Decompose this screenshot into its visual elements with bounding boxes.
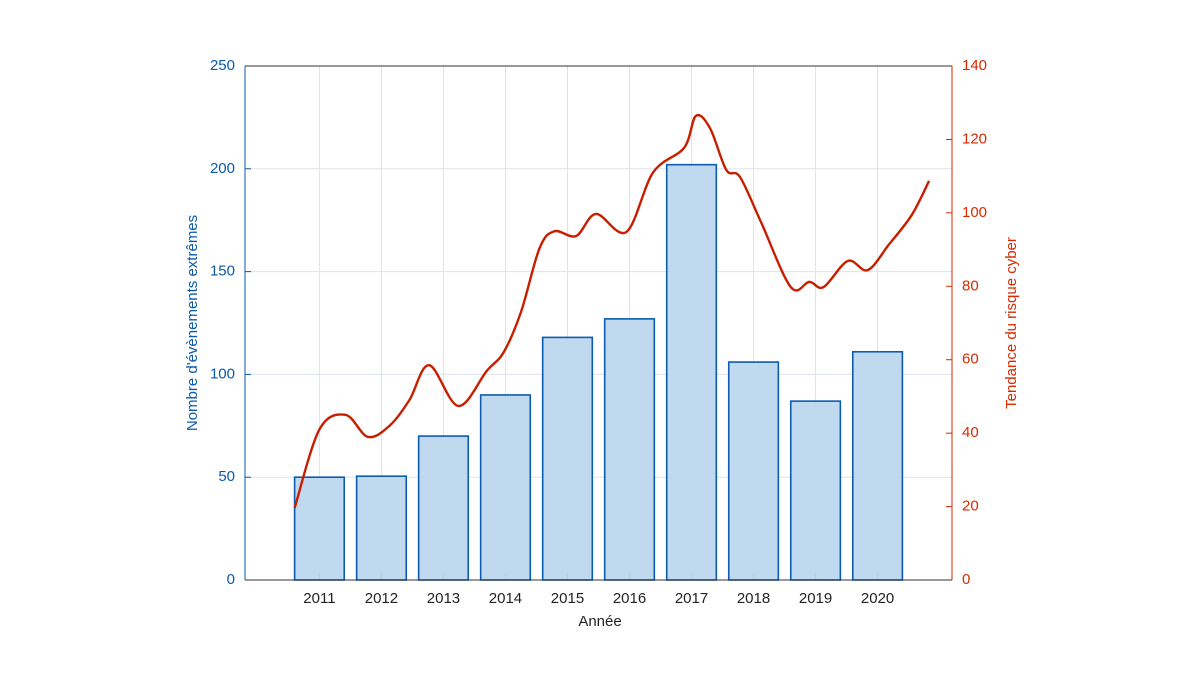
y-tick-label: 150: [210, 263, 235, 280]
y2-tick-label: 140: [962, 57, 987, 74]
y-tick-label: 50: [218, 468, 235, 485]
x-tick-label: 2015: [551, 590, 584, 607]
x-tick-label: 2012: [365, 590, 398, 607]
x-tick-label: 2011: [303, 590, 335, 607]
y2-tick-label: 120: [962, 130, 987, 147]
y2-tick-label: 80: [962, 277, 979, 294]
y2-axis-label: Tendance du risque cyber: [1003, 237, 1020, 409]
x-axis-label: Année: [578, 613, 621, 630]
x-tick-label: 2017: [675, 590, 708, 607]
y2-tick-label: 60: [962, 351, 979, 368]
x-tick-label: 2016: [613, 590, 646, 607]
x-tick-label: 2013: [427, 590, 460, 607]
y-tick-label: 250: [210, 57, 235, 74]
x-tick-label: 2014: [489, 590, 522, 607]
y-tick-label: 200: [210, 160, 235, 177]
y2-tick-label: 100: [962, 204, 987, 221]
x-tick-label: 2018: [737, 590, 770, 607]
y2-tick-label: 20: [962, 498, 979, 515]
bar: [355, 475, 408, 581]
bar: [727, 361, 780, 581]
bar: [541, 336, 594, 581]
bar: [293, 476, 346, 581]
y2-tick-label: 0: [962, 571, 970, 588]
x-tick-label: 2020: [861, 590, 894, 607]
bar: [665, 163, 718, 581]
x-tick-label: 2019: [799, 590, 832, 607]
y-axis-label: Nombre d'évènements extrêmes: [184, 215, 201, 431]
y-tick-label: 0: [227, 571, 235, 588]
bar: [603, 318, 656, 581]
y2-tick-label: 40: [962, 424, 979, 441]
y-tick-label: 100: [210, 365, 235, 382]
bar: [851, 350, 904, 581]
trend-line: [293, 113, 931, 509]
bar: [789, 400, 842, 581]
bar: [417, 435, 470, 581]
bar: [479, 394, 532, 581]
